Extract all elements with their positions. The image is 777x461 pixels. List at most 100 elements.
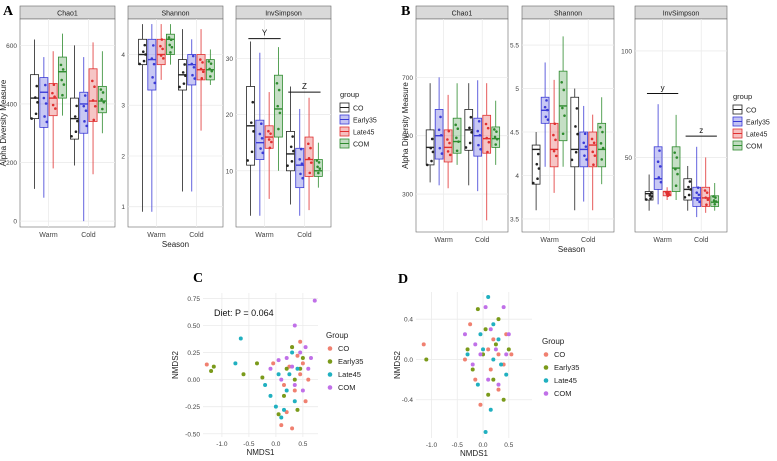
panel-d-point-late45 <box>483 429 488 434</box>
panel-a-sample-point-com <box>315 159 319 162</box>
panel-c-legend-key-early35 <box>327 359 333 364</box>
panel-c-point-late45 <box>292 399 297 404</box>
panel-b-facet-frame-chao1 <box>415 18 509 233</box>
panel-a-sample-point-early35 <box>191 73 194 77</box>
panel-b-facet-frame-shannon <box>521 18 615 233</box>
panel-a-sample-point-late45 <box>270 140 273 144</box>
panel-b-sample-point-early35 <box>546 118 550 121</box>
panel-a-sample-point-com <box>277 127 280 131</box>
panel-d-point-late45 <box>481 347 486 352</box>
panel-b-ytick-label: 300 <box>402 192 413 199</box>
panel-b-sample-point-co <box>430 137 434 141</box>
panel-b-sample-point-early35 <box>696 198 699 202</box>
panel-d-legend-label-co: CO <box>554 350 565 359</box>
panel-b-sample-point-co <box>468 126 471 130</box>
panel-c-point-early35 <box>260 375 265 380</box>
panel-b-ytick-label: 4.5 <box>510 130 519 137</box>
panel-a-xtick-label: Cold <box>189 232 204 239</box>
panel-a-sample-point-com <box>275 81 279 85</box>
panel-a-sample-point-late45 <box>201 70 205 74</box>
panel-a-sample-point-early35 <box>193 77 196 80</box>
panel-b-sample-point-com <box>560 80 563 84</box>
panel-a-box-late45 <box>196 54 206 81</box>
panel-b-sample-point-co <box>644 198 648 201</box>
panel-b-sample-point-early35 <box>657 176 661 179</box>
panel-b-xtick-label: Cold <box>475 237 490 244</box>
panel-a-box-com <box>57 56 67 99</box>
panel-b-sample-point-late45 <box>446 150 450 153</box>
panel-b-sample-point-com <box>674 184 678 188</box>
panel-b-sample-point-com <box>457 140 460 143</box>
panel-a-sample-point-late45 <box>307 142 310 146</box>
panel-a-sample-point-late45 <box>161 47 164 51</box>
panel-c-point-com <box>300 388 305 393</box>
panel-c-point-com <box>308 355 313 360</box>
panel-d-point-co <box>468 322 473 327</box>
panel-c-point-com <box>290 364 295 369</box>
panel-b-sample-point-late45 <box>485 136 489 140</box>
panel-b-sample-point-early35 <box>477 119 481 123</box>
panel-a-sample-point-com <box>169 38 173 41</box>
panel-a-sample-point-late45 <box>269 132 272 135</box>
panel-c-point-co <box>295 353 300 358</box>
panel-a-ytick-label: 4 <box>121 52 125 59</box>
panel-a-sample-point-co <box>289 145 293 149</box>
panel-a-sample-point-co <box>246 159 249 162</box>
panel-a-sample-point-com <box>61 68 65 71</box>
panel-a-sample-point-co <box>182 82 186 85</box>
panel-b-legend-title: group <box>733 92 752 101</box>
panel-b-sample-point-co <box>536 177 539 181</box>
panel-a-xtick-label: Warm <box>147 232 166 239</box>
panel-a-sample-point-com <box>317 161 321 164</box>
panel-a-sample-point-com <box>99 88 103 91</box>
panel-a-sample-point-co <box>286 164 289 167</box>
panel-c-stat-annotation: Diet: P = 0.064 <box>214 308 274 318</box>
panel-b-sample-point-co <box>576 132 579 136</box>
panel-a-box-early35 <box>147 38 157 91</box>
panel-a-legend-label-com: COM <box>353 142 370 149</box>
panel-a-legend-label-co: CO <box>353 106 364 113</box>
panel-c-point-early35 <box>284 366 289 371</box>
panel-b-sample-point-com <box>599 125 602 129</box>
panel-a-sample-point-co <box>290 160 294 163</box>
panel-b-sample-point-co <box>470 131 473 134</box>
panel-a-sample-point-com <box>318 167 322 170</box>
panel-a-sample-point-late45 <box>199 58 202 61</box>
panel-d-legend-key-late45 <box>543 378 549 383</box>
panel-c-ytick-label: 0.00 <box>187 377 200 384</box>
panel-b-ytick-label: 5.5 <box>510 43 519 50</box>
panel-b-sample-point-late45 <box>448 141 451 145</box>
panel-a-sample-point-co <box>138 62 141 66</box>
panel-a-xtick-label: Warm <box>39 232 58 239</box>
panel-b-sample-point-co <box>574 150 578 154</box>
panel-b-sample-point-late45 <box>592 163 595 167</box>
panel-d-point-early35 <box>424 357 429 362</box>
panel-b-box-late45 <box>443 129 453 163</box>
panel-c-point-com <box>312 298 317 303</box>
panel-b-sample-point-co <box>570 158 574 162</box>
panel-b-strip-label-shannon: Shannon <box>554 11 582 18</box>
panel-a-sample-point-co <box>143 43 147 47</box>
panel-d-point-co <box>496 387 501 392</box>
panel-b-sample-point-early35 <box>695 191 699 194</box>
panel-a-strip-label-invsimpson: InvSimpson <box>265 11 302 18</box>
panel-label-c: C <box>193 271 203 286</box>
panel-c-legend-title: Group <box>326 331 349 340</box>
panel-a-sample-point-late45 <box>309 146 312 150</box>
panel-b-ytick-label: 700 <box>402 75 413 82</box>
panel-a-sample-point-com <box>101 107 104 111</box>
panel-a-box-com <box>313 159 323 177</box>
panel-d-point-early35 <box>483 327 488 332</box>
panel-a-sample-point-co <box>76 119 79 123</box>
panel-a-sample-point-late45 <box>92 118 96 122</box>
panel-d-point-early35 <box>506 347 511 352</box>
panel-d-point-com <box>496 382 501 387</box>
panel-b-sample-point-early35 <box>583 154 586 157</box>
panel-d-point-co <box>496 352 501 357</box>
panel-a-sample-point-com <box>60 78 64 82</box>
panel-c-point-early35 <box>281 393 286 398</box>
panel-b-sample-point-com <box>493 128 496 131</box>
panel-b-sample-point-com <box>712 199 716 202</box>
panel-b-sample-point-late45 <box>487 140 491 144</box>
